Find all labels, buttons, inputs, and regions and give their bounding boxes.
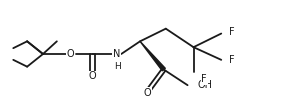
Polygon shape xyxy=(140,41,165,71)
Text: OH: OH xyxy=(198,80,213,90)
Text: F: F xyxy=(201,74,207,84)
Text: O: O xyxy=(143,88,151,98)
Text: F: F xyxy=(229,55,235,65)
Text: O: O xyxy=(67,49,75,59)
Text: O: O xyxy=(89,71,96,81)
Text: H: H xyxy=(114,62,121,71)
Text: N: N xyxy=(113,49,120,59)
Text: F: F xyxy=(229,27,235,37)
